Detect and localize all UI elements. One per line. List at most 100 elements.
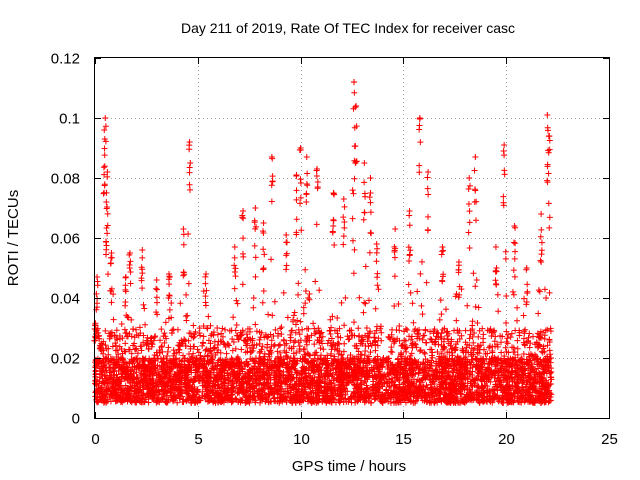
data-point — [472, 303, 479, 310]
data-point — [207, 322, 214, 329]
data-point — [350, 270, 357, 277]
data-point — [374, 342, 381, 349]
data-point — [168, 300, 175, 307]
data-point — [434, 349, 441, 356]
data-point — [174, 326, 181, 333]
data-point — [546, 289, 553, 296]
data-point — [295, 291, 302, 298]
data-point — [514, 337, 521, 344]
data-point — [355, 325, 362, 332]
data-point — [233, 321, 240, 328]
data-point — [356, 294, 363, 301]
data-point — [303, 341, 310, 348]
data-point — [421, 350, 428, 357]
data-point — [177, 300, 184, 307]
data-point — [519, 396, 526, 403]
data-point — [521, 295, 528, 302]
data-point — [503, 319, 510, 326]
data-point — [102, 342, 109, 349]
data-point — [200, 340, 207, 347]
data-point — [423, 279, 430, 286]
data-point — [161, 330, 168, 337]
data-point — [385, 333, 392, 340]
data-point — [513, 317, 520, 324]
data-point — [417, 347, 424, 354]
data-point — [502, 255, 509, 262]
data-point — [291, 309, 298, 316]
data-point — [166, 306, 173, 313]
data-point — [473, 277, 480, 284]
data-point — [470, 270, 477, 277]
data-point — [165, 344, 172, 351]
data-point — [112, 342, 119, 349]
data-point — [514, 304, 521, 311]
data-point — [419, 336, 426, 343]
data-point — [233, 297, 240, 304]
data-point — [479, 325, 486, 332]
data-point — [530, 333, 537, 340]
data-point — [194, 346, 201, 353]
data-point — [102, 327, 109, 334]
data-point — [140, 339, 147, 346]
data-point — [498, 339, 505, 346]
data-point — [228, 355, 235, 362]
data-point — [396, 322, 403, 329]
data-point — [278, 324, 285, 331]
data-point — [503, 293, 510, 300]
data-point — [387, 348, 394, 355]
data-point — [118, 321, 125, 328]
data-point — [520, 312, 527, 319]
data-point — [408, 350, 415, 357]
data-point — [134, 355, 141, 362]
data-point — [110, 316, 117, 323]
data-point — [256, 350, 263, 357]
data-point — [257, 334, 264, 341]
data-point — [362, 300, 369, 307]
data-point — [292, 367, 299, 374]
data-point — [372, 305, 379, 312]
data-point — [407, 289, 414, 296]
data-point — [311, 341, 318, 348]
data-point — [341, 340, 348, 347]
data-point — [260, 288, 267, 295]
data-point — [302, 300, 309, 307]
data-point — [449, 352, 456, 359]
data-point — [404, 326, 411, 333]
data-point — [272, 326, 279, 333]
data-point — [406, 257, 413, 264]
data-point — [488, 333, 495, 340]
data-point — [527, 340, 534, 347]
data-point — [290, 312, 297, 319]
data-point — [185, 337, 192, 344]
data-point — [466, 244, 473, 251]
data-point — [288, 327, 295, 334]
data-point — [367, 349, 374, 356]
chart-title: Day 211 of 2019, Rate Of TEC Index for r… — [181, 20, 515, 36]
data-point — [183, 291, 190, 298]
data-point — [274, 348, 281, 355]
data-point — [334, 314, 341, 321]
data-point — [504, 340, 511, 347]
data-point — [230, 314, 237, 321]
data-point — [134, 350, 141, 357]
data-point — [298, 227, 305, 234]
data-point — [547, 351, 554, 358]
data-point — [142, 321, 149, 328]
data-point — [492, 277, 499, 284]
data-point — [252, 321, 259, 328]
data-point — [122, 340, 129, 347]
data-point — [268, 357, 275, 364]
data-point — [371, 396, 378, 403]
data-point — [195, 349, 202, 356]
data-point — [138, 347, 145, 354]
data-point — [319, 340, 326, 347]
data-point — [200, 333, 207, 340]
data-point — [328, 324, 335, 331]
data-point — [234, 300, 241, 307]
data-point — [207, 340, 214, 347]
data-point — [133, 345, 140, 352]
data-point — [218, 330, 225, 337]
data-point — [538, 259, 545, 266]
data-point — [464, 302, 471, 309]
